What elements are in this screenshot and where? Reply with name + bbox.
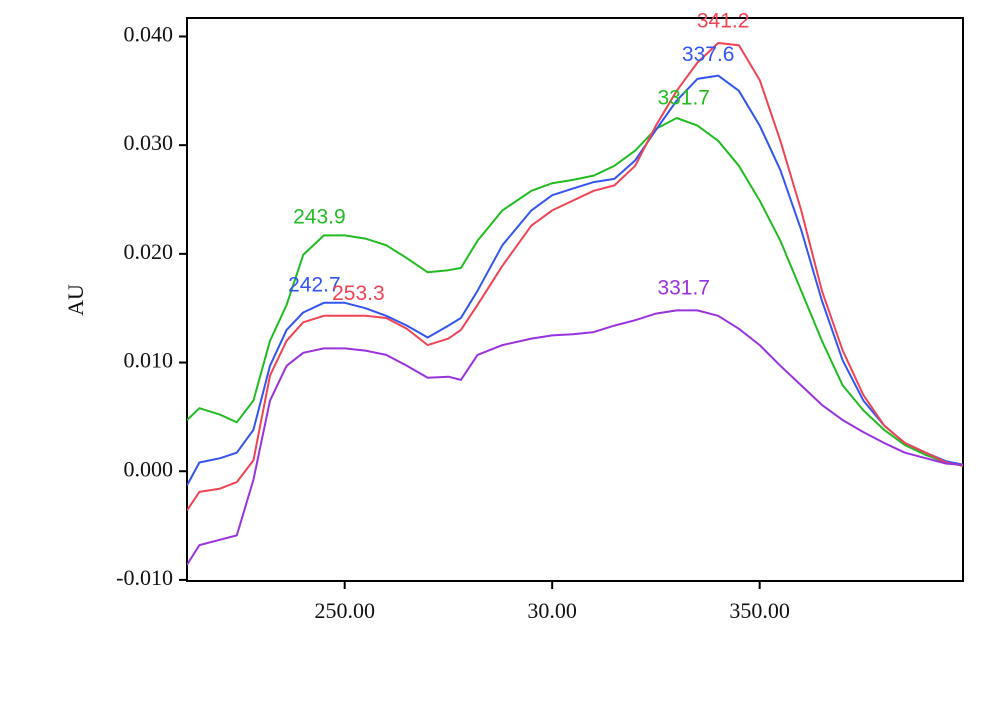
x-tick-label: 350.00 bbox=[729, 598, 790, 623]
peak-label: 253.3 bbox=[332, 282, 385, 305]
plot-area bbox=[187, 42, 963, 566]
x-tick-label: 30.00 bbox=[527, 598, 577, 623]
series-line bbox=[187, 74, 963, 486]
peak-label: 341.2 bbox=[697, 10, 750, 33]
peak-label: 337.6 bbox=[682, 43, 735, 66]
peak-label: 331.7 bbox=[657, 276, 710, 299]
series-line bbox=[187, 117, 963, 467]
peak-label: 331.7 bbox=[657, 87, 710, 110]
y-tick-label: 0.040 bbox=[124, 22, 174, 47]
peak-label: 243.9 bbox=[293, 206, 346, 229]
series-line bbox=[187, 309, 963, 566]
y-tick-label: 0.000 bbox=[124, 456, 174, 481]
y-tick-label: 0.020 bbox=[124, 239, 174, 264]
y-axis-label: AU bbox=[63, 284, 88, 316]
y-tick-label: 0.030 bbox=[124, 130, 174, 155]
y-tick-label: -0.010 bbox=[116, 565, 173, 590]
series-line bbox=[187, 42, 963, 511]
x-tick-label: 250.00 bbox=[314, 598, 375, 623]
plot-frame bbox=[186, 17, 964, 582]
y-tick-label: 0.010 bbox=[124, 348, 174, 373]
peak-label: 242.7 bbox=[288, 273, 341, 296]
